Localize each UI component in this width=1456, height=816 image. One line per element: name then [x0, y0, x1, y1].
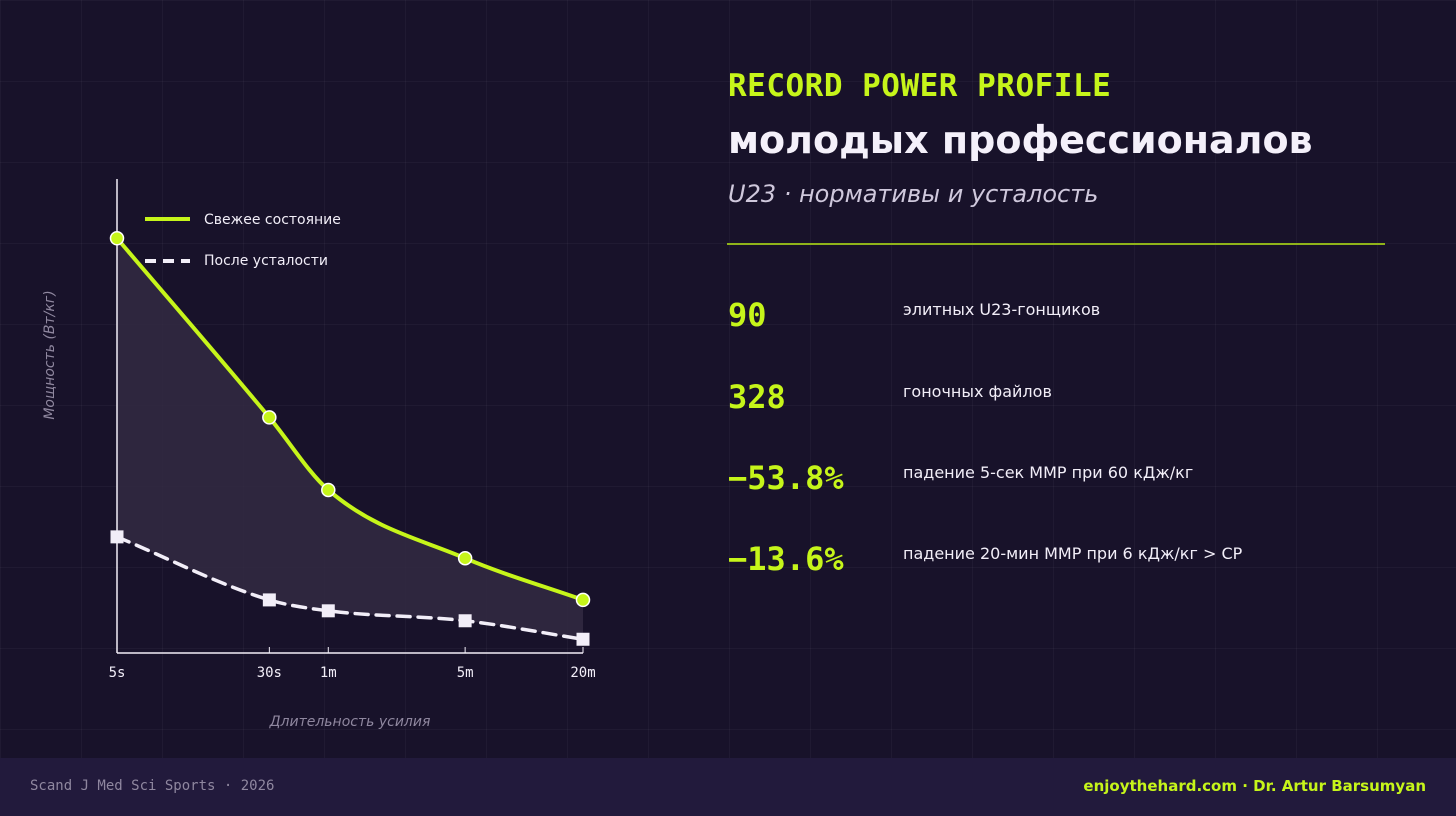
stat-value: 90: [728, 296, 767, 334]
x-tick-label: 5s: [109, 665, 126, 681]
data-point-fatigued: [576, 632, 590, 646]
page-title: молодых профессионалов: [728, 118, 1313, 162]
series-fatigued-line: [115, 535, 585, 641]
stat-row: 90 элитных U23-гонщиков: [728, 296, 1408, 346]
data-point-fresh: [457, 550, 473, 566]
title-eyebrow: RECORD POWER PROFILE: [728, 68, 1112, 104]
stat-row: −13.6% падение 20-мин MMP при 6 кДж/кг >…: [728, 540, 1408, 590]
data-point-fresh: [262, 410, 277, 425]
data-point-fatigued: [262, 593, 276, 607]
stat-value: −13.6%: [728, 540, 844, 578]
x-tick-label: 5m: [457, 665, 474, 681]
data-point-fatigued: [321, 604, 335, 618]
stat-row: 328 гоночных файлов: [728, 378, 1408, 428]
data-point-fresh: [109, 231, 125, 246]
data-point-fatigued: [110, 530, 124, 544]
footer: Scand J Med Sci Sports · 2026 enjoytheha…: [0, 758, 1456, 816]
power-profile-chart: 5s 30s 1m 5m 20m Длительность усилия Мощност…: [42, 179, 596, 730]
data-point-fresh: [575, 592, 591, 608]
stat-label: гоночных файлов: [903, 382, 1052, 401]
legend-label-fatigued: После усталости: [204, 253, 328, 269]
fatigue-gap-area: [117, 238, 583, 640]
stat-label: падение 20-мин MMP при 6 кДж/кг > CP: [903, 544, 1243, 563]
legend-label-fresh: Свежее состояние: [204, 212, 341, 228]
stat-label: элитных U23-гонщиков: [903, 300, 1101, 319]
divider: [727, 243, 1385, 245]
footer-credit[interactable]: enjoythehard.com · Dr. Artur Barsumyan: [1083, 777, 1426, 795]
x-axis-title: Длительность усилия: [269, 714, 431, 730]
legend: Свежее состояние После усталости: [145, 212, 341, 269]
x-tick-label: 30s: [257, 665, 282, 681]
data-point-fatigued: [458, 614, 472, 628]
stat-value: −53.8%: [728, 459, 844, 497]
stat-row: −53.8% падение 5-сек MMP при 60 кДж/кг: [728, 459, 1408, 509]
stat-value: 328: [728, 378, 786, 416]
page-subtitle: U23 · нормативы и усталость: [728, 180, 1099, 208]
x-tick-label: 20m: [570, 665, 595, 681]
y-axis-title: Мощность (Вт/кг): [42, 290, 58, 419]
x-tick-label: 1m: [320, 665, 337, 681]
footer-source: Scand J Med Sci Sports · 2026: [30, 778, 275, 794]
stat-label: падение 5-сек MMP при 60 кДж/кг: [903, 463, 1194, 482]
data-point-fresh: [321, 482, 336, 498]
